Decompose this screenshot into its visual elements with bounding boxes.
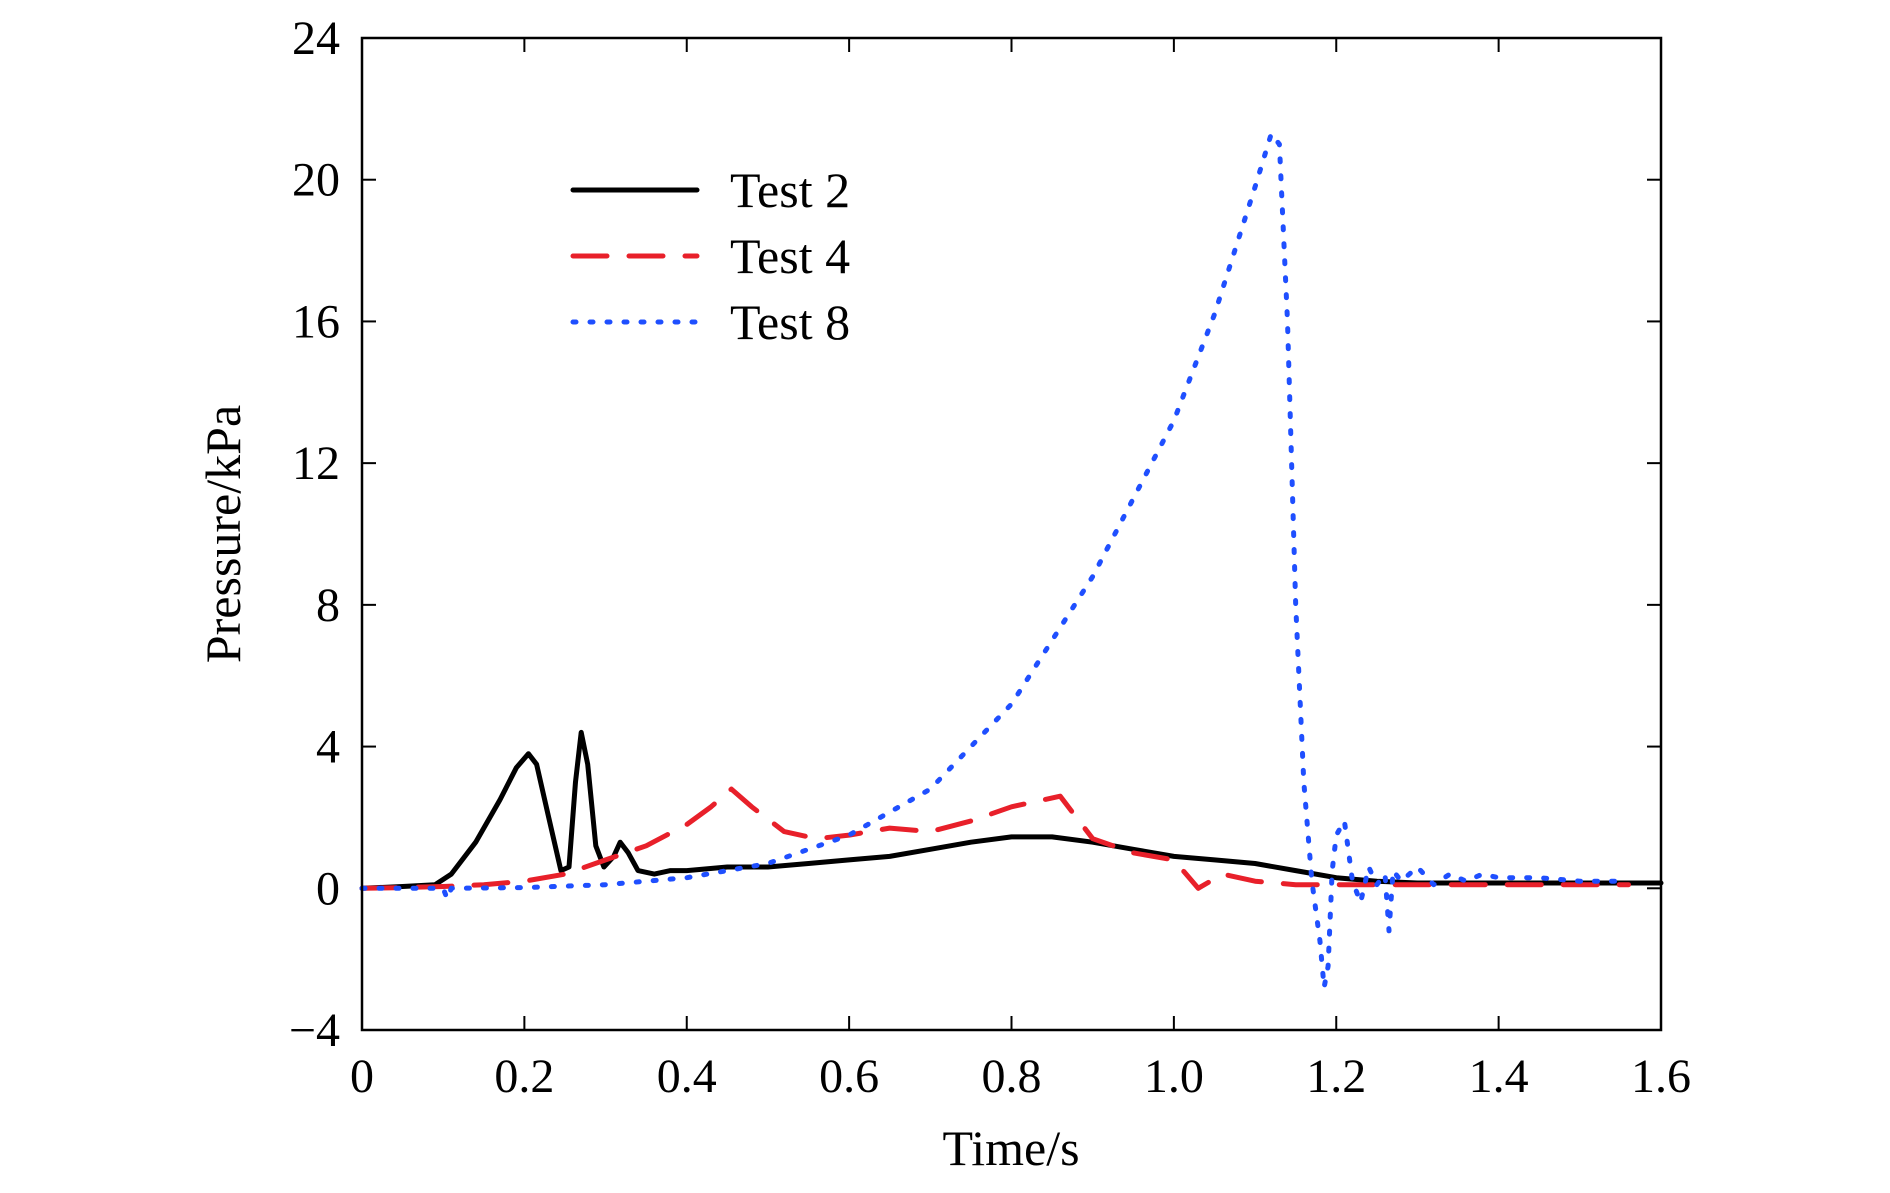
legend-label-3: Test 8 (730, 294, 850, 350)
y-tick-label: 4 (316, 721, 340, 774)
y-tick-label: 8 (316, 579, 340, 632)
y-tick-label: 0 (316, 862, 340, 915)
x-tick-label: 0.6 (819, 1050, 879, 1103)
x-tick-label: 1.2 (1306, 1050, 1366, 1103)
x-axis-title: Time/s (942, 1120, 1079, 1176)
y-tick-label: 12 (292, 437, 340, 490)
x-tick-label: 0.2 (494, 1050, 554, 1103)
y-tick-label: 24 (292, 12, 340, 65)
x-tick-label: 0.8 (982, 1050, 1042, 1103)
series-line-2 (359, 786, 1631, 891)
series-line-3 (359, 131, 1623, 990)
legend: Test 2 Test 4 Test 8 (570, 162, 850, 350)
x-tick-label: 1.6 (1631, 1050, 1691, 1103)
y-tick-label: 16 (292, 295, 340, 348)
x-tick-label: 1.4 (1469, 1050, 1529, 1103)
y-tick-label: 20 (292, 154, 340, 207)
series-lines (359, 131, 1664, 990)
legend-label-1: Test 2 (730, 162, 850, 218)
legend-label-2: Test 4 (730, 228, 850, 284)
plot-frame (360, 36, 1663, 1032)
x-tick-label: 0.4 (657, 1050, 717, 1103)
y-axis-title: Pressure/kPa (195, 405, 251, 663)
x-tick-label: 0 (350, 1050, 374, 1103)
x-tick-label: 1.0 (1144, 1050, 1204, 1103)
y-tick-label: −4 (289, 1004, 340, 1057)
series-line-1 (359, 729, 1664, 891)
